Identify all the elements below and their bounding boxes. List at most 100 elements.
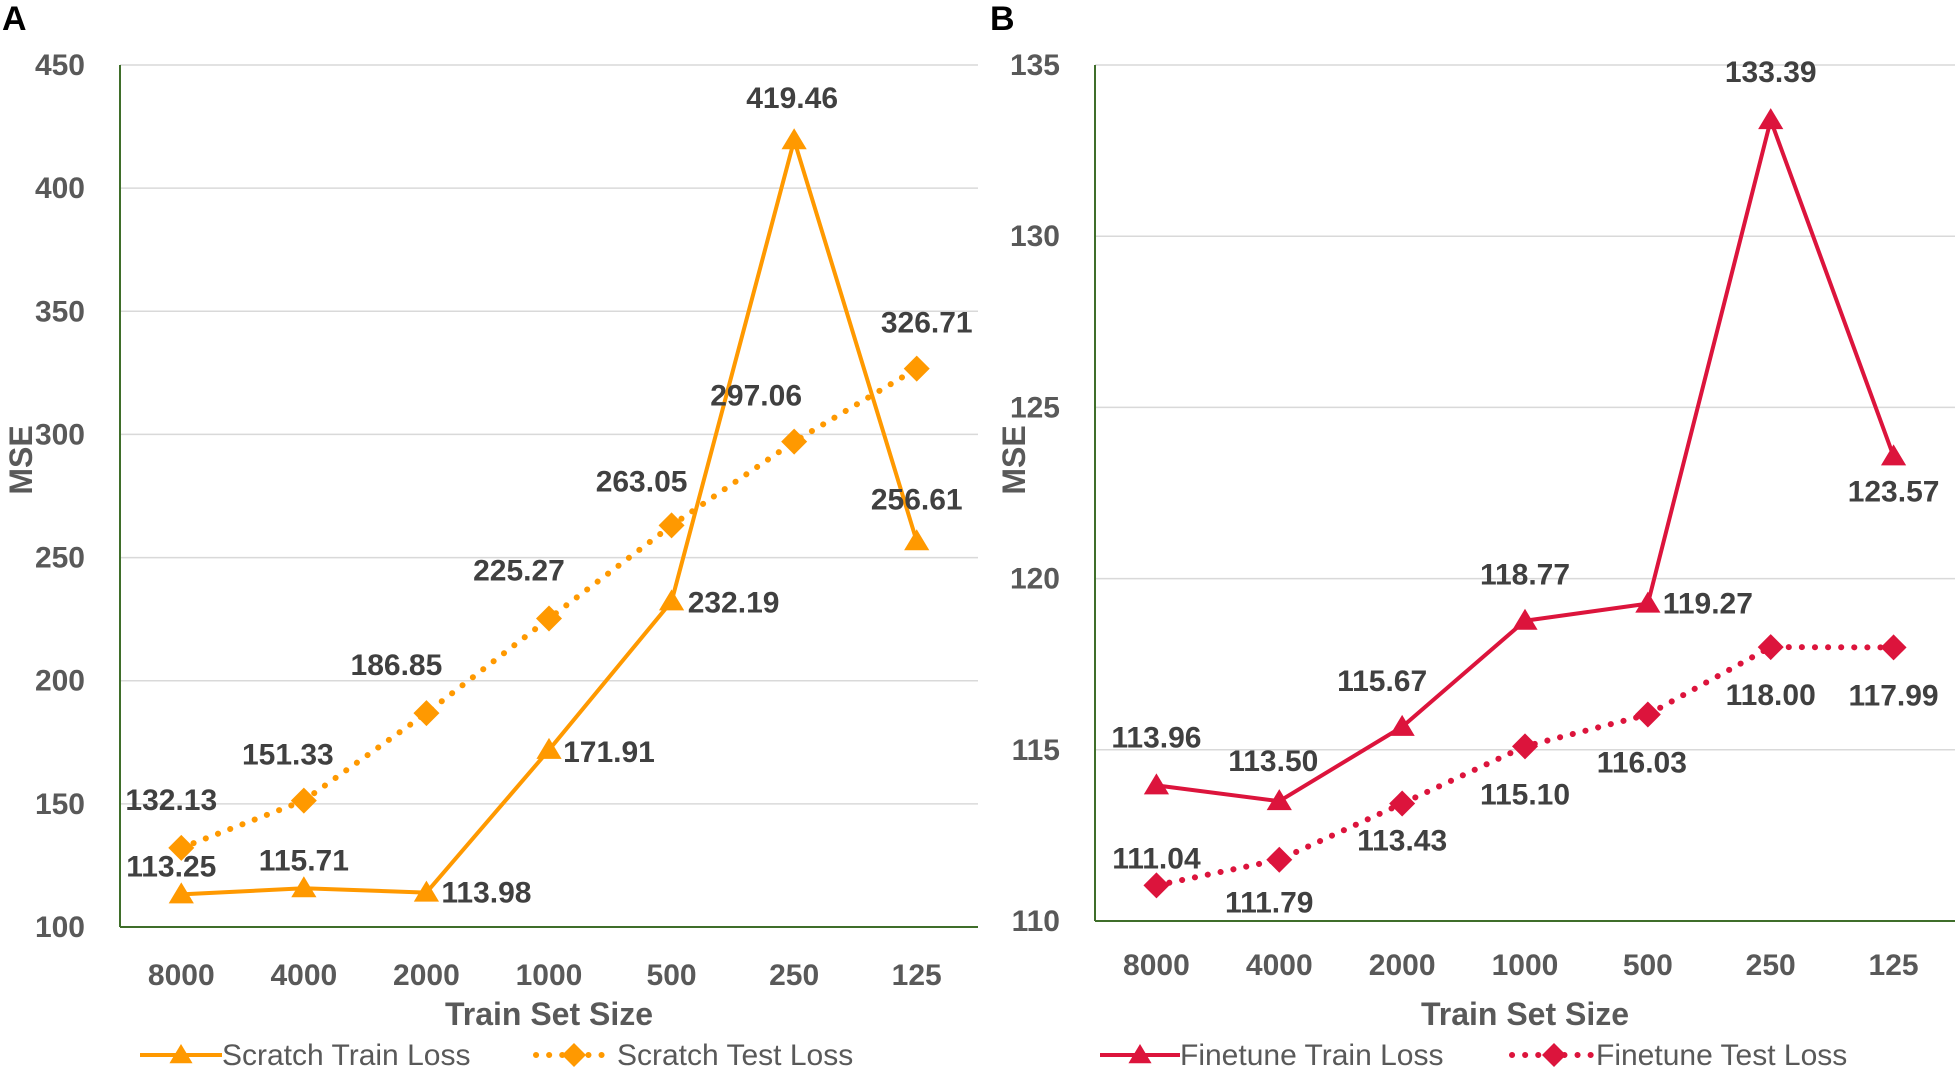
data-point-triangle (1512, 608, 1538, 630)
x-tick-label: 4000 (1246, 949, 1313, 982)
chart-panel-a: 100 150 200 250 300 350 400 450 8000 4000 2000 1000… (2, 0, 978, 1072)
data-point-diamond (1757, 634, 1784, 661)
data-label: 111.04 (1112, 842, 1201, 875)
data-point-triangle (904, 529, 930, 551)
x-tick-label: 2000 (393, 959, 460, 992)
legend-marker-diamond (562, 1043, 586, 1067)
y-tick-label: 125 (1010, 391, 1060, 424)
data-label: 118.00 (1726, 679, 1816, 712)
data-label: 113.98 (441, 877, 531, 910)
data-label: 116.03 (1597, 747, 1687, 780)
data-point-triangle (1389, 714, 1415, 736)
legend-marker-triangle (1128, 1044, 1152, 1064)
data-point-diamond (1266, 846, 1293, 873)
x-tick-label: 250 (769, 959, 819, 992)
y-tick-label: 100 (35, 911, 85, 944)
data-point-diamond (1634, 701, 1661, 728)
data-point-diamond (1143, 872, 1170, 899)
data-label: 111.79 (1225, 887, 1313, 920)
data-point-triangle (1880, 444, 1907, 466)
panel-label: A (2, 0, 27, 38)
data-label: 118.77 (1480, 559, 1570, 592)
x-tick-label: 4000 (270, 959, 337, 992)
data-label: 263.05 (596, 465, 688, 498)
data-label: 419.46 (746, 82, 838, 115)
data-label: 326.71 (881, 307, 973, 340)
data-point-triangle (1635, 591, 1661, 613)
legend-label: Scratch Test Loss (617, 1039, 853, 1072)
data-label: 256.61 (871, 483, 963, 516)
x-tick-label: 250 (1746, 949, 1796, 982)
data-point-diamond (290, 787, 317, 814)
legend-label: Scratch Train Loss (222, 1039, 470, 1072)
data-label: 225.27 (473, 554, 565, 587)
data-point-diamond (658, 512, 685, 539)
x-tick-label: 8000 (1123, 949, 1190, 982)
data-point-diamond (536, 605, 562, 632)
y-tick-label: 115 (1012, 734, 1060, 767)
y-axis-title: MSE (996, 425, 1032, 494)
data-point-diamond (413, 700, 440, 727)
x-axis-title: Train Set Size (1421, 996, 1629, 1032)
data-label: 132.13 (125, 784, 217, 817)
chart-panel-b: 110 115 120 125 130 135 8000 4000 2000 1000 500 250… (990, 0, 1955, 1072)
data-label: 115.71 (259, 844, 349, 877)
y-tick-label: 200 (35, 665, 85, 698)
y-axis-title: MSE (3, 425, 39, 494)
legend-label: Finetune Test Loss (1596, 1039, 1847, 1072)
data-label: 133.39 (1725, 56, 1817, 89)
data-point-triangle (658, 589, 685, 611)
y-tick-label: 110 (1012, 905, 1060, 938)
x-tick-label: 1000 (1492, 949, 1559, 982)
data-point-triangle (291, 876, 317, 898)
x-tick-label: 1000 (516, 959, 583, 992)
data-point-triangle (1266, 789, 1292, 811)
data-label: 297.06 (710, 380, 802, 413)
data-point-diamond (1880, 634, 1907, 661)
legend-marker-diamond (1542, 1043, 1566, 1067)
data-point-triangle (1143, 773, 1170, 795)
y-tick-label: 450 (35, 49, 85, 82)
data-label: 119.27 (1663, 588, 1753, 621)
x-tick-label: 2000 (1369, 949, 1436, 982)
data-label: 171.91 (563, 736, 655, 769)
data-point-diamond (1389, 790, 1416, 817)
data-label: 186.85 (351, 649, 443, 682)
data-label: 113.43 (1357, 825, 1447, 858)
data-label: 115.10 (1480, 778, 1570, 811)
y-tick-label: 350 (35, 295, 85, 328)
x-tick-label: 500 (1623, 949, 1673, 982)
y-tick-label: 135 (1010, 49, 1060, 82)
data-label: 123.57 (1848, 475, 1940, 508)
data-label: 117.99 (1849, 679, 1939, 712)
y-tick-label: 300 (35, 418, 85, 451)
series-line-train (181, 138, 919, 897)
x-tick-label: 8000 (148, 959, 215, 992)
data-label: 115.67 (1337, 665, 1427, 698)
data-label: 113.50 (1228, 745, 1318, 778)
data-label: 232.19 (688, 586, 780, 619)
y-tick-label: 150 (35, 788, 85, 821)
data-point-triangle (536, 737, 562, 759)
data-point-diamond (1512, 733, 1538, 760)
panel-label: B (990, 0, 1015, 38)
legend-label: Finetune Train Loss (1180, 1039, 1443, 1072)
data-label: 151.33 (242, 739, 334, 772)
data-point-triangle (1758, 108, 1784, 130)
x-tick-label: 500 (647, 959, 697, 992)
data-point-triangle (168, 882, 194, 904)
y-tick-label: 250 (35, 542, 85, 575)
data-point-triangle (413, 880, 440, 902)
data-label: 113.96 (1111, 721, 1201, 754)
x-tick-label: 125 (892, 959, 942, 992)
data-point-diamond (903, 355, 930, 382)
data-point-triangle (781, 128, 807, 150)
data-point-diamond (781, 428, 808, 455)
x-tick-label: 125 (1869, 949, 1919, 982)
data-label: 113.25 (126, 850, 216, 883)
y-tick-label: 400 (35, 172, 85, 205)
y-tick-label: 120 (1010, 563, 1060, 596)
y-tick-label: 130 (1010, 220, 1060, 253)
x-axis-title: Train Set Size (445, 996, 653, 1032)
